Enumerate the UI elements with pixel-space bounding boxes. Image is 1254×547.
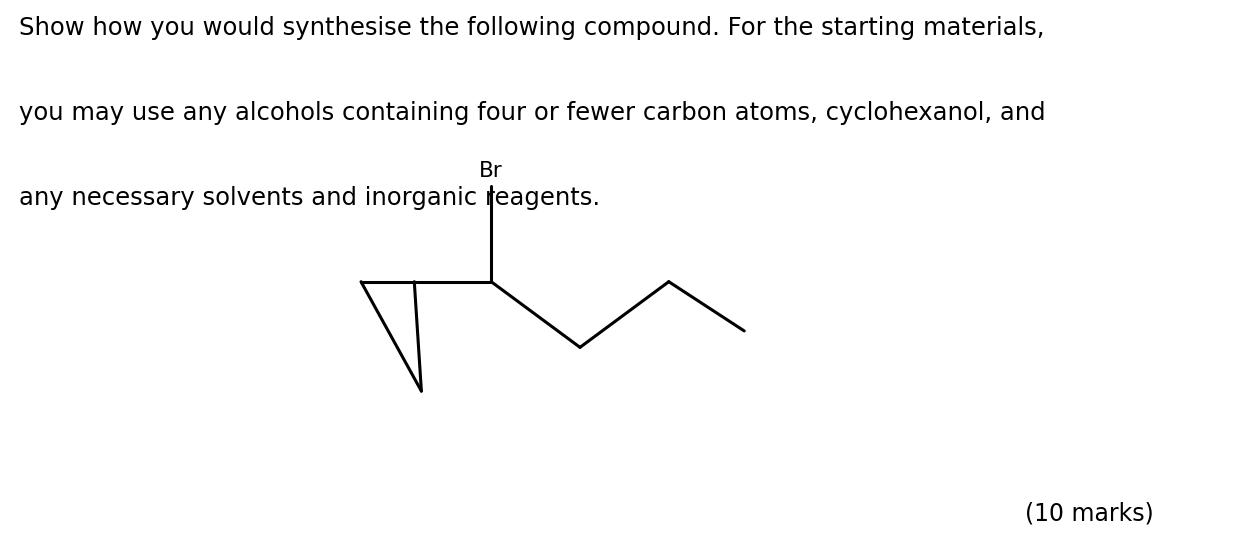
Text: Show how you would synthesise the following compound. For the starting materials: Show how you would synthesise the follow… bbox=[19, 16, 1045, 40]
Text: Br: Br bbox=[479, 160, 503, 181]
Text: you may use any alcohols containing four or fewer carbon atoms, cyclohexanol, an: you may use any alcohols containing four… bbox=[19, 101, 1046, 125]
Text: any necessary solvents and inorganic reagents.: any necessary solvents and inorganic rea… bbox=[19, 186, 601, 210]
Text: (10 marks): (10 marks) bbox=[1026, 501, 1154, 525]
